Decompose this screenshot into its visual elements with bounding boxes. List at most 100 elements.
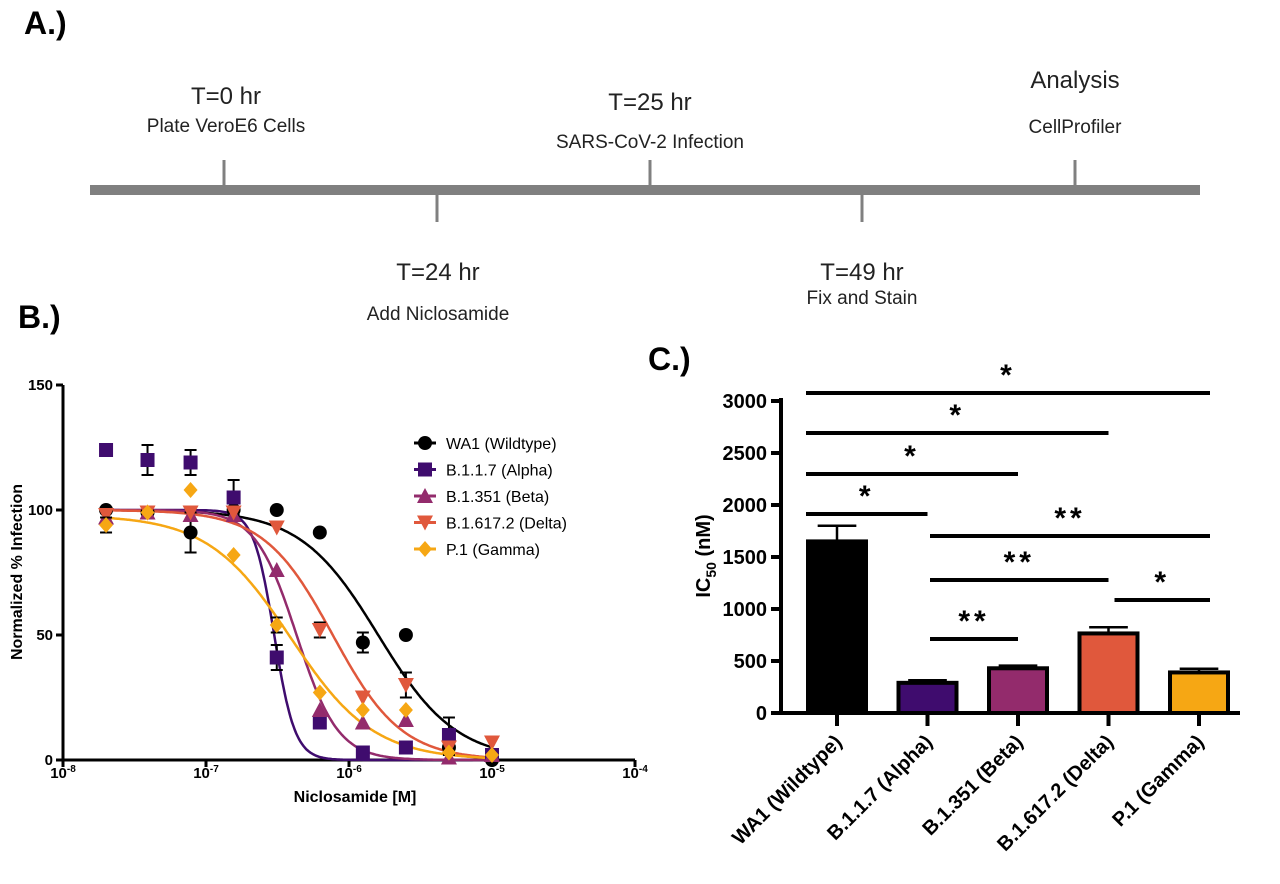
marker-triangle-down bbox=[354, 690, 371, 706]
significance-bracket: * bbox=[806, 399, 1109, 435]
x-axis-title: Niclosamide [M] bbox=[294, 789, 417, 806]
legend-item: B.1.1.7 (Alpha) bbox=[414, 462, 553, 480]
marker-diamond bbox=[441, 744, 456, 761]
y-tick-label: 0 bbox=[756, 703, 767, 725]
significance-bracket: * bbox=[806, 480, 928, 516]
x-tick-label: 10-7 bbox=[193, 764, 219, 782]
legend-item: P.1 (Gamma) bbox=[414, 541, 540, 559]
marker-circle bbox=[312, 525, 327, 540]
y-tick-label: 100 bbox=[28, 502, 53, 519]
marker-diamond bbox=[312, 684, 327, 701]
event-subtitle: Fix and Stain bbox=[807, 288, 918, 309]
bar-2 bbox=[987, 666, 1049, 716]
significance-bracket: ** bbox=[930, 605, 1018, 641]
significance-label: * bbox=[904, 440, 920, 473]
marker-diamond bbox=[140, 504, 155, 521]
y-tick-label: 500 bbox=[734, 651, 767, 673]
y-tick-label: 150 bbox=[28, 377, 53, 394]
marker-triangle-down bbox=[98, 508, 115, 523]
marker-triangle-down bbox=[311, 623, 328, 638]
y-tick-label: 50 bbox=[36, 627, 53, 644]
marker-square bbox=[398, 740, 413, 755]
marker-triangle-down bbox=[484, 735, 500, 751]
significance-label: ** bbox=[1004, 546, 1035, 579]
significance-bracket: ** bbox=[930, 502, 1210, 538]
marker-circle bbox=[269, 503, 284, 517]
significance-bracket: * bbox=[1114, 566, 1210, 602]
marker-diamond bbox=[269, 617, 284, 633]
legend-item: WA1 (Wildtype) bbox=[414, 436, 557, 453]
marker-diamond bbox=[183, 482, 198, 498]
marker-triangle-up bbox=[354, 714, 371, 730]
marker-triangle-down bbox=[268, 520, 285, 536]
marker-square bbox=[312, 715, 327, 730]
timeline-tick bbox=[860, 194, 864, 222]
marker-square bbox=[441, 728, 456, 742]
legend-item: B.1.351 (Beta) bbox=[414, 488, 549, 506]
fit-curve-4 bbox=[105, 516, 491, 760]
bar-0 bbox=[806, 539, 868, 716]
marker-square bbox=[183, 455, 198, 470]
y-tick-label: 3000 bbox=[723, 391, 768, 413]
significance-label: * bbox=[859, 480, 875, 513]
marker-diamond bbox=[226, 547, 241, 563]
y-axis-title: IC50 (nM) bbox=[693, 514, 719, 597]
timeline-tick bbox=[222, 160, 226, 186]
marker-square bbox=[355, 745, 370, 760]
marker-diamond bbox=[485, 747, 499, 763]
legend-label: B.1.1.7 (Alpha) bbox=[446, 463, 553, 480]
significance-bracket: * bbox=[806, 359, 1210, 395]
marker-triangle-down bbox=[397, 678, 414, 693]
marker-square bbox=[269, 650, 284, 665]
marker-square bbox=[418, 462, 432, 477]
panel-label-b: B.) bbox=[18, 299, 61, 335]
timeline-tick bbox=[435, 194, 439, 222]
marker-triangle-down bbox=[225, 505, 242, 521]
category-label: P.1 (Gamma) bbox=[1108, 731, 1208, 831]
y-tick-label: 1000 bbox=[723, 599, 768, 621]
panel-label-c: C.) bbox=[648, 341, 691, 377]
x-tick-label: 10-8 bbox=[50, 764, 76, 782]
significance-label: * bbox=[1154, 566, 1170, 599]
bar-4 bbox=[1168, 670, 1230, 716]
marker-triangle-up bbox=[311, 702, 328, 717]
significance-label: * bbox=[949, 399, 965, 432]
timeline-tick bbox=[648, 160, 652, 186]
marker-square bbox=[226, 490, 241, 505]
event-title: T=0 hr bbox=[191, 83, 261, 110]
marker-triangle-down bbox=[182, 505, 199, 521]
significance-label: * bbox=[1000, 359, 1016, 392]
event-title: T=49 hr bbox=[820, 259, 903, 286]
event-title: Analysis bbox=[1030, 67, 1119, 94]
y-tick-label: 1500 bbox=[723, 547, 768, 569]
bar-1 bbox=[896, 680, 959, 716]
marker-diamond bbox=[398, 702, 413, 718]
event-title: T=24 hr bbox=[396, 259, 479, 286]
timeline: T=0 hr Plate VeroE6 Cells T=24 hr Add Niclo… bbox=[90, 67, 1200, 325]
marker-diamond bbox=[99, 517, 114, 533]
event-subtitle: CellProfiler bbox=[1029, 117, 1123, 138]
significance-label: ** bbox=[958, 605, 989, 638]
marker-circle bbox=[355, 635, 370, 650]
event-title: T=25 hr bbox=[608, 89, 691, 116]
marker-diamond bbox=[355, 702, 370, 718]
timeline-bar bbox=[90, 185, 1200, 195]
y-axis-title: Normalized % Infection bbox=[9, 484, 26, 660]
bar-3 bbox=[1077, 631, 1140, 715]
fit-curve-2 bbox=[106, 508, 491, 762]
marker-circle bbox=[418, 436, 432, 450]
event-subtitle: Plate VeroE6 Cells bbox=[147, 116, 305, 137]
fit-curve-0 bbox=[106, 508, 492, 749]
y-tick-label: 2000 bbox=[723, 495, 768, 517]
x-tick-label: 10-4 bbox=[622, 764, 648, 782]
legend-label: B.1.351 (Beta) bbox=[446, 489, 549, 506]
legend-item: B.1.617.2 (Delta) bbox=[414, 515, 567, 533]
fit-curve-3 bbox=[105, 509, 491, 759]
marker-circle bbox=[183, 525, 198, 540]
timeline-tick bbox=[1073, 160, 1077, 186]
y-tick-label: 2500 bbox=[723, 443, 768, 465]
significance-bracket: * bbox=[806, 440, 1018, 476]
